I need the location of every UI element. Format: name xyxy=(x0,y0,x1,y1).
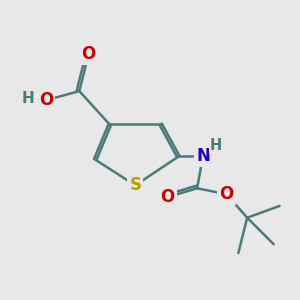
Text: O: O xyxy=(81,45,95,63)
Text: S: S xyxy=(129,176,141,194)
Text: H: H xyxy=(209,138,221,153)
Text: O: O xyxy=(160,188,175,206)
Text: N: N xyxy=(196,147,210,165)
Text: O: O xyxy=(39,91,53,109)
Text: H: H xyxy=(21,91,34,106)
Text: O: O xyxy=(219,185,234,203)
